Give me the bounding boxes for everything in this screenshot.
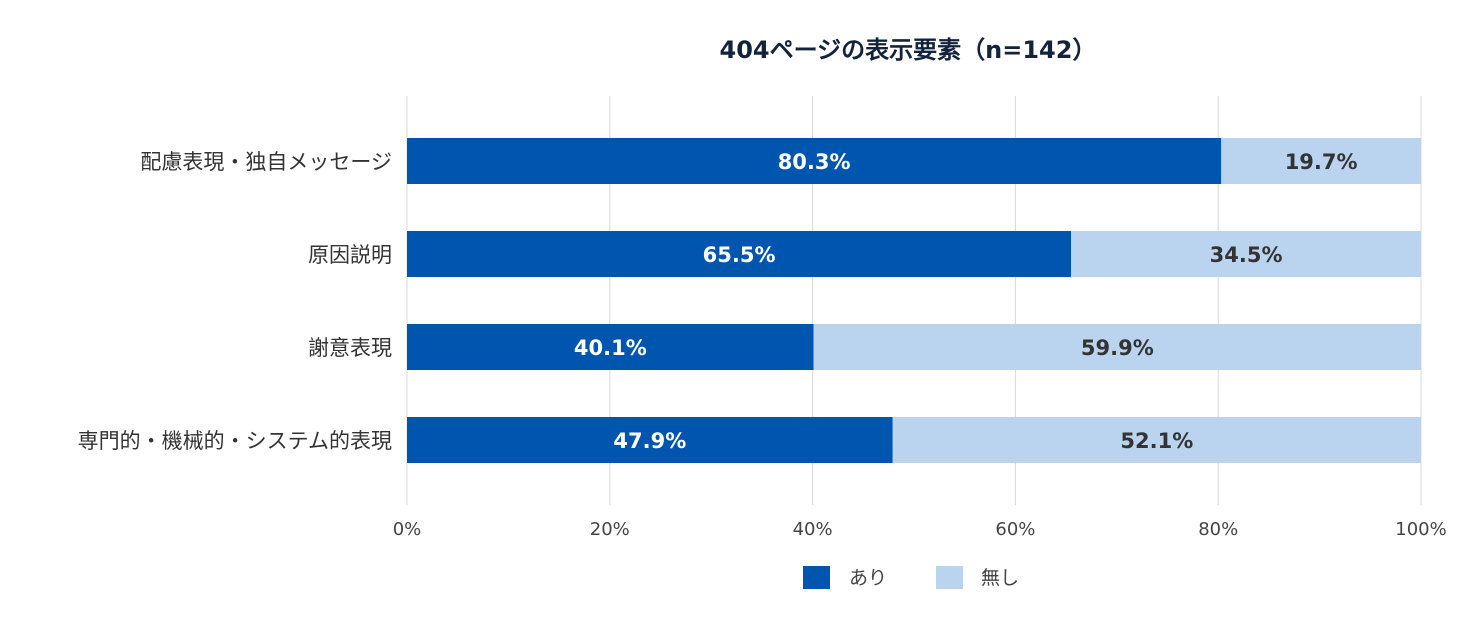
bar-segment-ari bbox=[407, 324, 814, 370]
legend-label: あり bbox=[849, 567, 887, 589]
x-axis-tick-labels: 0% 20% 40% 60% 80% 100% bbox=[393, 519, 1447, 540]
bar-segment-ari bbox=[407, 231, 1072, 277]
x-tick-label: 60% bbox=[995, 519, 1035, 540]
bar-segment-nashi bbox=[813, 324, 1421, 370]
chart-title: 404ページの表示要素（n=142） bbox=[720, 36, 1097, 64]
category-label: 謝意表現 bbox=[308, 336, 392, 360]
x-tick-label: 20% bbox=[590, 519, 630, 540]
category-label: 原因説明 bbox=[308, 243, 392, 267]
bar-segment-nashi bbox=[1221, 138, 1421, 184]
bar-segment-ari bbox=[407, 138, 1222, 184]
data-label: 65.5% bbox=[703, 243, 776, 267]
data-label: 52.1% bbox=[1120, 429, 1193, 453]
x-tick-label: 40% bbox=[793, 519, 833, 540]
bar-segment-nashi bbox=[892, 417, 1421, 463]
data-label: 80.3% bbox=[778, 150, 851, 174]
legend-swatch bbox=[803, 566, 830, 589]
category-label: 配慮表現・独自メッセージ bbox=[140, 150, 392, 174]
category-label: 専門的・機械的・システム的表現 bbox=[78, 429, 392, 453]
x-tick-label: 100% bbox=[1395, 519, 1446, 540]
legend: あり 無し bbox=[803, 566, 1019, 589]
x-tick-label: 0% bbox=[393, 519, 422, 540]
x-tick-label: 80% bbox=[1198, 519, 1238, 540]
data-label: 40.1% bbox=[574, 336, 647, 360]
data-label: 19.7% bbox=[1285, 150, 1358, 174]
data-label: 34.5% bbox=[1210, 243, 1283, 267]
bar-segment-nashi bbox=[1071, 231, 1421, 277]
data-label: 59.9% bbox=[1081, 336, 1154, 360]
legend-label: 無し bbox=[981, 567, 1019, 589]
bars: 80.3% 19.7% 65.5% 34.5% 40.1% 59.9% 47.9% 52.1% bbox=[407, 138, 1421, 463]
legend-swatch bbox=[936, 566, 963, 589]
data-label: 47.9% bbox=[613, 429, 686, 453]
bar-segment-ari bbox=[407, 417, 893, 463]
